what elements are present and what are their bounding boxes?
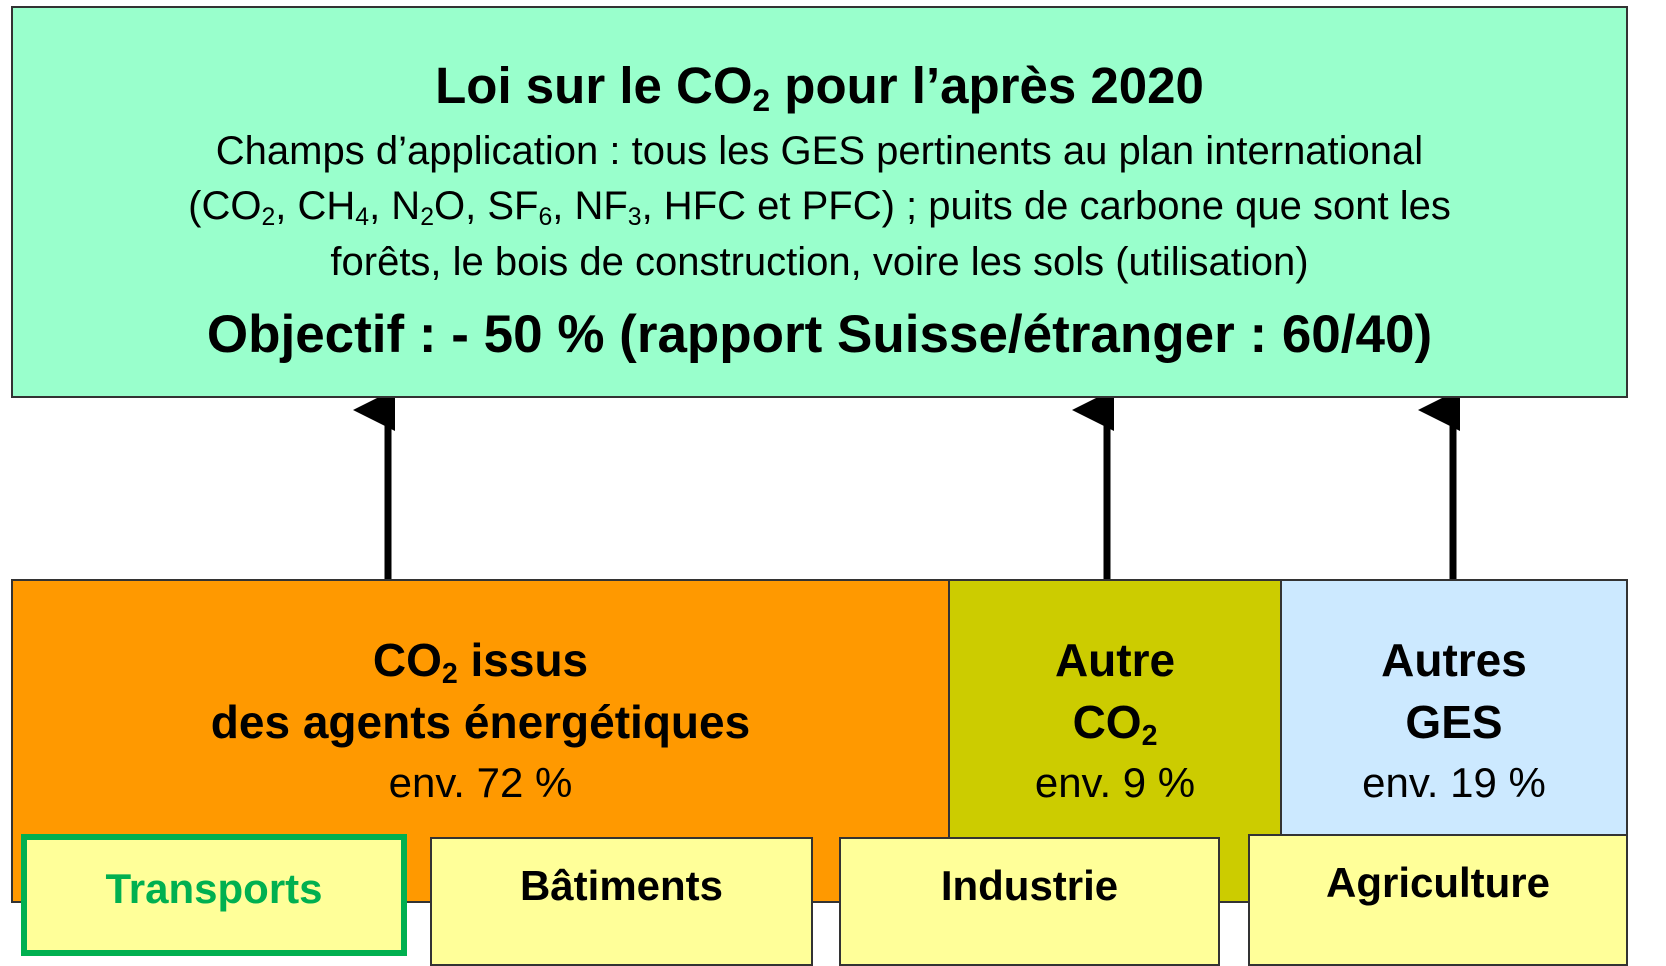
sector-box: Transports: [21, 834, 407, 956]
text: O, SF: [433, 184, 539, 228]
title: Loi sur le CO2 pour l’après 2020: [13, 57, 1626, 116]
text: , NF: [552, 184, 628, 228]
category-share: env. 19 %: [1362, 759, 1546, 806]
sector-label: Agriculture: [1325, 859, 1551, 906]
text: forêts, le bois de construction, voire l…: [330, 240, 1309, 284]
objective: Objectif : - 50 % (rapport Suisse/étrang…: [206, 305, 1433, 364]
sector-label: Transports: [105, 865, 323, 912]
subscript: 2: [752, 81, 771, 118]
category-share: env. 72 %: [388, 759, 573, 806]
category-share: env. 9 %: [1034, 759, 1196, 806]
text: , N: [369, 184, 421, 228]
scope-line: Champs d’application : tous les GES pert…: [13, 131, 1626, 171]
sector-label: Bâtiments: [519, 862, 724, 909]
category-title: Autres: [1282, 637, 1626, 683]
category-title: CO2: [950, 696, 1280, 750]
text: CO: [372, 634, 442, 686]
subscript: 6: [538, 204, 553, 232]
scope-line: (CO2, CH4, N2O, SF6, NF3, HFC et PFC) ; …: [13, 184, 1626, 230]
sector-box: Industrie: [839, 837, 1220, 966]
text: Champs d’application : tous les GES pert…: [215, 129, 1424, 173]
sector-box: Agriculture: [1248, 834, 1628, 966]
subscript: 4: [355, 204, 370, 232]
category-box: Autres GES env. 19 %: [1280, 579, 1628, 839]
text: pour l’après 2020: [770, 57, 1204, 114]
sector-box: Bâtiments: [430, 837, 813, 966]
category-title: GES: [1282, 699, 1626, 745]
text: Autres: [1381, 634, 1527, 686]
text: Loi sur le CO: [435, 57, 753, 114]
category-title: Autre: [950, 637, 1280, 683]
subscript: 2: [1141, 720, 1158, 753]
law-box: Loi sur le CO2 pour l’après 2020 Champs d…: [11, 6, 1628, 398]
text: (CO: [188, 184, 262, 228]
subscript: 2: [261, 204, 276, 232]
text: Autre: [1054, 634, 1176, 686]
subscript: 3: [627, 204, 642, 232]
text: issus: [457, 634, 589, 686]
category-title: CO2 issus: [13, 634, 948, 688]
text: , HFC et PFC) ; puits de carbone que son…: [641, 184, 1451, 228]
subscript: 2: [441, 658, 458, 691]
category-title: des agents énergétiques: [13, 699, 948, 745]
subscript: 2: [420, 204, 434, 232]
text: CO: [1072, 696, 1142, 748]
text: des agents énergétiques: [210, 696, 751, 748]
scope-line: forêts, le bois de construction, voire l…: [13, 242, 1626, 282]
text: , CH: [275, 184, 356, 228]
sector-label: Industrie: [940, 862, 1119, 909]
text: GES: [1405, 696, 1503, 748]
